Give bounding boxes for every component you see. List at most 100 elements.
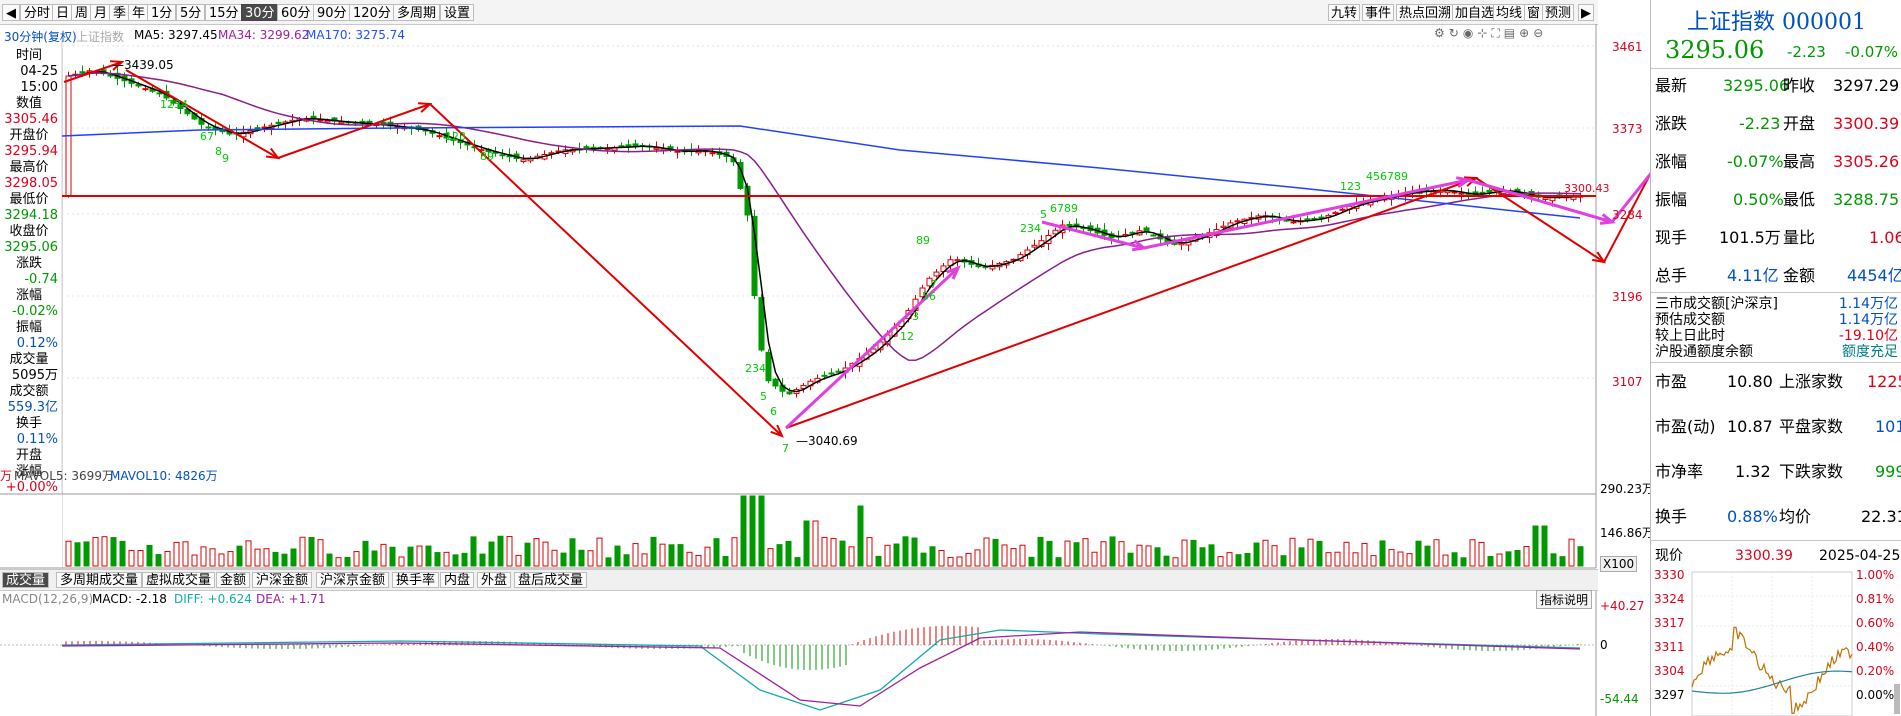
tab-hsj-amount[interactable]: 沪深京金额 (316, 572, 390, 588)
volume-bar (488, 541, 495, 567)
pct-value: -0.02% (12, 304, 58, 319)
tab-virtual-volume[interactable]: 虚拟成交量 (142, 572, 216, 588)
candle-body (674, 150, 681, 153)
layout-icon[interactable]: ▤ (1503, 26, 1520, 40)
mavol10-legend: MAVOL10: 4826万 (110, 469, 218, 483)
period-tab-60min[interactable]: 60分 (277, 4, 315, 21)
ma5-legend: MA5: 3297.45 (134, 28, 218, 42)
time-value: 15:00 (20, 80, 58, 95)
candle-body (1304, 218, 1311, 221)
td-count-label: 234 (1020, 222, 1041, 235)
candle-body (786, 391, 793, 395)
trend-arrow (1610, 172, 1650, 223)
tab-multi-volume[interactable]: 多周期成交量 (56, 572, 143, 588)
period-tab-multi[interactable]: 多周期 (393, 4, 441, 21)
mavol5-legend: MAVOL5: 3699万 (14, 469, 114, 483)
price-axis-label: 3373 (1612, 122, 1643, 136)
turnover-label: 换手 (15, 416, 42, 431)
forecast-button[interactable]: 预测 (1542, 4, 1575, 21)
cursor-icon[interactable]: ⊹ (1477, 26, 1492, 40)
candle-body (436, 135, 443, 138)
volume-bar (1118, 541, 1125, 567)
candle-body (933, 271, 940, 277)
mini-scrollbar[interactable] (1894, 684, 1900, 714)
remove-icon[interactable]: ⊖ (1533, 26, 1548, 40)
hotspot-review-button[interactable]: 热点回溯 (1396, 4, 1455, 21)
tab-volume[interactable]: 成交量 (2, 572, 50, 588)
last-annotation: 3300.43 (1564, 182, 1610, 195)
settings-button[interactable]: 设置 (440, 4, 475, 21)
tab-outer[interactable]: 外盘 (477, 572, 512, 588)
volume-bar (1037, 536, 1044, 567)
indicator-tabs: 成交量 多周期成交量 虚拟成交量 金额 沪深金额 沪深京金额 换手率 内盘 外盘… (0, 569, 1598, 591)
period-tab-fenshi[interactable]: 分时 (20, 4, 55, 21)
jiuzhuan-button[interactable]: 九转 (1328, 4, 1361, 21)
volume-bar (101, 536, 108, 567)
fullscreen-icon[interactable]: ⛶ (1491, 26, 1504, 40)
tab-after-hours[interactable]: 盘后成交量 (514, 572, 588, 588)
candle-body (156, 92, 163, 95)
period-tab-5min[interactable]: 5分 (176, 4, 206, 21)
ma34-legend: MA34: 3299.62 (218, 28, 310, 42)
volume-bar (875, 555, 882, 567)
candle-body (765, 351, 772, 382)
volume-bar (380, 543, 387, 567)
volume-bar (740, 495, 747, 567)
volume-bar (281, 553, 288, 567)
scroll-left-button[interactable]: ◀ (2, 4, 20, 21)
volume-bar (506, 535, 513, 567)
period-tab-season[interactable]: 季 (109, 4, 131, 21)
volume-bar (245, 540, 252, 567)
candle-body (1318, 216, 1325, 219)
tab-amount[interactable]: 金额 (216, 572, 251, 588)
td-count-label: 56 (922, 290, 936, 303)
tab-hs-amount[interactable]: 沪深金额 (252, 572, 313, 588)
period-toolbar: ◀ 分时 日 周 月 季 年 1分 5分 15分 30分 60分 90分 120… (0, 0, 1598, 25)
settings-icon[interactable]: ⚙ (1434, 26, 1449, 40)
candle-body (1451, 191, 1458, 194)
period-tab-15min[interactable]: 15分 (205, 4, 243, 21)
volume-bar (1307, 538, 1314, 567)
volume-bar (407, 546, 414, 567)
volume-bar (641, 553, 648, 567)
trend-arrow (125, 69, 279, 159)
volume-bar (1208, 544, 1215, 567)
scroll-right-button[interactable]: ▶ (1578, 4, 1594, 21)
volume-bar (803, 520, 810, 567)
volume-bar (902, 536, 909, 567)
events-button[interactable]: 事件 (1362, 4, 1395, 21)
date-value: 04-25 (20, 64, 58, 79)
volume-bar (1181, 539, 1188, 567)
mini-price-line (1691, 626, 1853, 715)
high-value: 3298.05 (4, 176, 58, 191)
add-icon[interactable]: ⊕ (1519, 26, 1534, 40)
mini-axis-right: 0.20% (1856, 664, 1895, 678)
period-tab-30min[interactable]: 30分 (241, 4, 279, 21)
candle-body (170, 99, 177, 104)
period-tab-1min[interactable]: 1分 (147, 4, 177, 21)
td-count-label: 456789 (1366, 170, 1408, 183)
macd-value: MACD: -2.18 (92, 592, 167, 606)
indicator-explain-button[interactable]: 指标说明 (1536, 590, 1593, 609)
volume-bar (263, 548, 270, 567)
ma-button[interactable]: 均线 (1493, 4, 1526, 21)
window-button[interactable]: 窗 (1524, 4, 1544, 21)
refresh-icon[interactable]: ↻ (1448, 26, 1463, 40)
tab-turnover[interactable]: 换手率 (392, 572, 440, 588)
add-watchlist-button[interactable]: 加自选 (1452, 4, 1498, 21)
tab-inner[interactable]: 内盘 (440, 572, 475, 588)
magenta-trend-annotations (784, 172, 1650, 430)
intraday-mini-chart[interactable] (1650, 566, 1901, 716)
volume-bar (209, 548, 216, 567)
volume-bar (785, 540, 792, 567)
low-value: 3294.18 (4, 208, 58, 223)
eye-icon[interactable]: ◉ (1462, 26, 1478, 40)
volume-bar (1046, 540, 1053, 567)
chart-tools: ⚙↻◉⊹⛶▤⊕⊖ (1434, 26, 1547, 41)
ratio-row: 市盈(动) 10.87 平盘家数 101 (1655, 417, 1901, 436)
candlestick-series (65, 64, 1584, 398)
candle-body (653, 147, 660, 150)
